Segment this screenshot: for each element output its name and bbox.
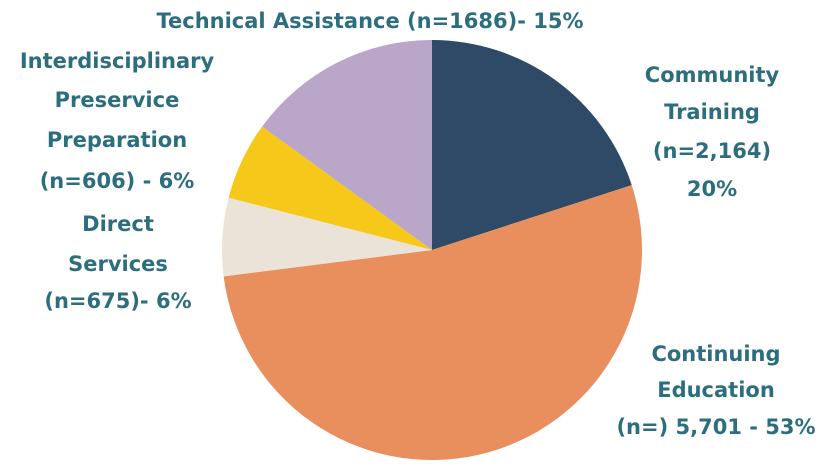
slice-label: (n=2,164) <box>653 139 771 163</box>
slice-label: Training <box>664 100 760 124</box>
slice-label: Preservice <box>55 88 180 112</box>
slice-label: (n=606) - 6% <box>40 169 195 193</box>
slice-label: Education <box>657 378 775 402</box>
slice-label: Technical Assistance (n=1686)- 15% <box>156 9 583 33</box>
chart: Community Training (n=2,164) 20% Continuing E… <box>0 0 831 464</box>
slice-label: Interdisciplinary <box>20 49 215 73</box>
slice-label: (n=) 5,701 - 53% <box>616 415 815 439</box>
slice-label: 20% <box>687 177 737 201</box>
slice-label: Continuing <box>651 342 780 366</box>
slice-label: (n=675)- 6% <box>44 289 191 313</box>
slice-label: Preparation <box>47 128 187 152</box>
slice-label: Direct <box>82 212 154 236</box>
slice-label: Community <box>645 63 780 87</box>
slice-label: Services <box>68 252 168 276</box>
